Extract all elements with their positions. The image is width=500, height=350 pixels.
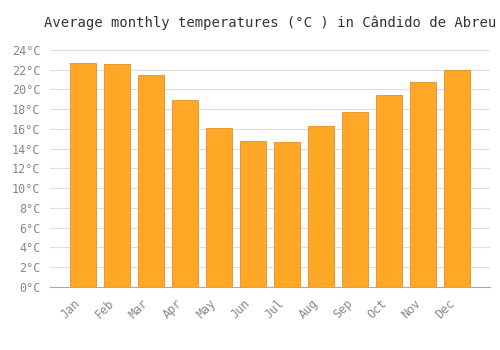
Bar: [274, 142, 300, 287]
Bar: [240, 141, 266, 287]
Bar: [172, 100, 198, 287]
Bar: [376, 95, 402, 287]
Bar: [70, 63, 96, 287]
Bar: [444, 70, 470, 287]
Bar: [138, 75, 164, 287]
Title: Average monthly temperatures (°C ) in Cândido de Abreu: Average monthly temperatures (°C ) in Câ…: [44, 15, 496, 30]
Bar: [410, 83, 436, 287]
Bar: [308, 126, 334, 287]
Bar: [104, 64, 130, 287]
Bar: [342, 112, 368, 287]
Bar: [206, 128, 232, 287]
